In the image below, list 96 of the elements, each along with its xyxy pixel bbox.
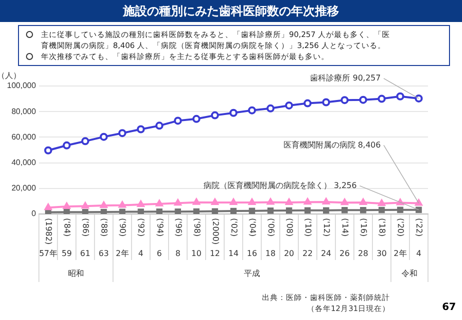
point [286,207,292,214]
point [100,208,107,214]
chart-title: 施設の種別にみた歯科医師数の年次推移 [0,0,462,22]
category-label: ('86)61 [80,218,90,258]
point [266,198,274,205]
point [118,129,126,138]
point [248,208,256,214]
text: 病院（医育機関附属の病院を除く） 3,256 [203,180,357,190]
point [174,116,182,125]
point [322,207,330,214]
point [304,99,312,108]
point [341,198,348,206]
category-label: ('10)22 [302,218,313,258]
category-label: ('94)6 [155,218,164,258]
point [62,141,71,150]
point [44,146,52,154]
point [82,208,88,214]
point [230,208,237,214]
y-axis-title: （人） [0,71,21,80]
point [342,207,348,214]
point [416,206,422,213]
x-tick-label: (2000)12 [210,218,220,258]
point [230,198,238,205]
point [340,96,349,104]
point [100,202,108,208]
point [193,208,200,214]
point [100,132,108,141]
point [138,208,144,214]
category-label: ('20)2年 [394,218,407,258]
y-tick-label: 20,000 [11,184,36,193]
point [155,122,164,130]
point [156,208,162,214]
point [360,198,367,205]
point [118,201,126,208]
point [396,92,404,100]
point [248,106,256,114]
point [82,202,89,209]
point [266,104,275,112]
point [304,207,311,214]
text: 歯科診療所 90,257 [310,74,381,83]
point [64,208,70,214]
category-label: ('98)10 [191,218,202,258]
text: 令和 [401,269,418,278]
point [248,198,256,205]
point [285,101,294,110]
point [229,108,238,117]
text: 67 [442,302,456,313]
point [192,114,200,123]
point [414,94,423,102]
point [378,200,386,206]
category-label: ('04)16 [246,218,258,258]
category-label: ('06)18 [265,218,276,258]
category-label: ('14)26 [340,218,350,258]
point [174,199,182,206]
category-label: ('90)2年 [116,218,129,258]
category-label: ('12)24 [321,218,332,258]
category-label: ('18)30 [376,218,387,258]
y-tick-label: 40,000 [11,158,36,168]
point [211,198,219,205]
point [63,202,70,209]
point [119,208,126,214]
text: 昭和 [68,269,84,278]
point [322,98,330,106]
category-label: ('88)63 [98,218,109,258]
category-label: ('96)8 [174,218,183,258]
point [156,200,163,206]
point [267,208,274,214]
point [192,198,200,205]
text: 平成 [244,269,260,278]
point [137,200,144,208]
category-label: ('08)20 [284,218,294,258]
category-label: ('16)28 [358,218,368,258]
point [360,207,366,214]
category-label: ('84)59 [62,218,72,258]
y-tick-label: 100,000 [6,81,36,90]
point [210,111,219,120]
x-tick-label: (1982)57年 [39,218,58,258]
category-label: ('02)14 [228,218,239,258]
point [304,198,312,205]
y-tick-label: 60,000 [11,132,36,142]
y-tick-label: 80,000 [11,106,36,116]
point [81,137,90,146]
point [397,206,404,214]
point [212,208,218,214]
y-tick-label: 0 [31,209,36,218]
category-label: ('92)4 [136,218,146,258]
point [378,94,386,103]
category-label: ('22)4 [414,218,424,258]
point [285,198,293,205]
point [359,96,368,104]
point [136,125,145,134]
point [378,206,385,214]
point [322,198,330,204]
point [44,204,52,210]
text: 医育機関附属の病院 8,406 [283,140,381,150]
point [174,208,181,214]
